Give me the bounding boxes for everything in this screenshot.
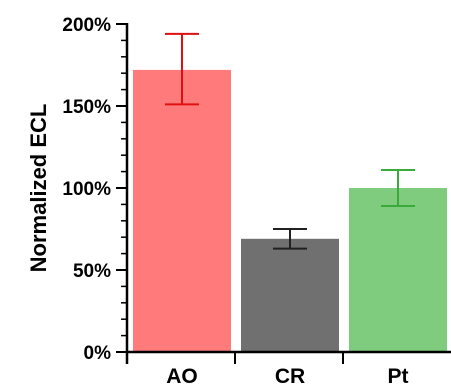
y-tick-label: 150% — [62, 97, 111, 118]
labels-layer: AO CR Pt 0% 50% 100% 150% 200% — [62, 15, 408, 388]
y-tick-label: 100% — [62, 179, 111, 200]
bars-layer — [133, 69, 447, 353]
bar-pt — [349, 188, 447, 352]
y-tick-label: 50% — [73, 261, 111, 282]
axes-layer — [116, 23, 451, 364]
bar-ao — [133, 69, 231, 353]
x-tick-label-pt: Pt — [388, 365, 409, 388]
y-tick-label: 0% — [84, 343, 112, 364]
x-tick-label-ao: AO — [166, 365, 198, 388]
y-tick-label: 200% — [62, 15, 111, 36]
error-bars-layer — [165, 32, 415, 250]
x-tick-label-cr: CR — [275, 365, 305, 388]
bar-cr — [241, 238, 339, 352]
y-axis-title: Normalized ECL — [26, 104, 51, 273]
